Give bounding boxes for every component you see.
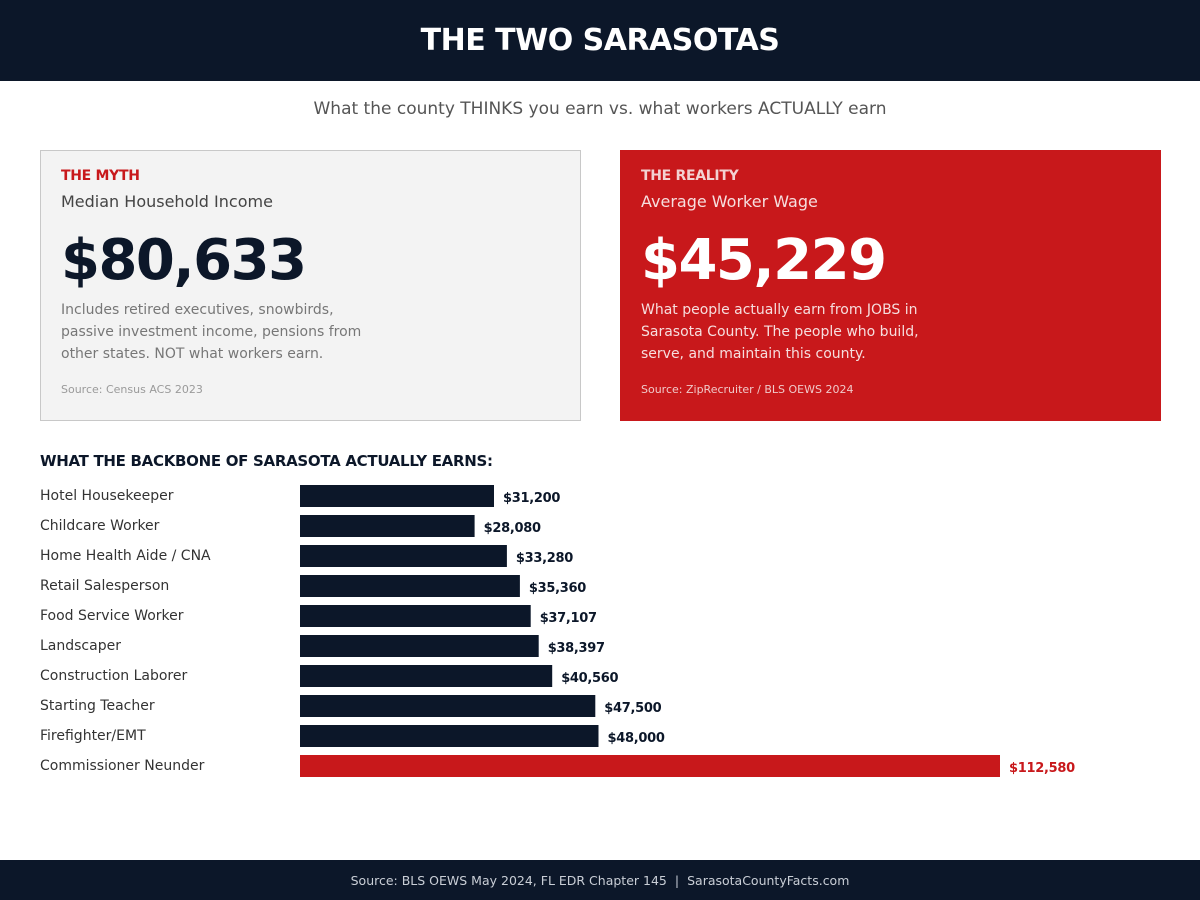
reality-tag: THE REALITY xyxy=(641,168,739,184)
bar xyxy=(300,545,507,567)
bar xyxy=(300,695,596,717)
category-label: Hotel Housekeeper xyxy=(40,488,174,504)
bar xyxy=(300,665,553,687)
reality-metric-label: Average Worker Wage xyxy=(641,192,818,211)
myth-description: Includes retired executives, snowbirds, … xyxy=(61,302,362,362)
reality-value: $45,229 xyxy=(641,228,887,293)
page-subtitle: What the county THINKS you earn vs. what… xyxy=(313,99,887,119)
chart-title: WHAT THE BACKBONE OF SARASOTA ACTUALLY E… xyxy=(40,452,493,470)
page-title: THE TWO SARASOTAS xyxy=(420,23,780,58)
category-label: Food Service Worker xyxy=(40,608,184,624)
bar xyxy=(300,635,539,657)
myth-metric-label: Median Household Income xyxy=(61,192,273,211)
category-label: Retail Salesperson xyxy=(40,578,169,594)
category-label: Firefighter/EMT xyxy=(40,728,146,744)
category-label: Starting Teacher xyxy=(40,698,155,714)
value-label: $47,500 xyxy=(604,701,661,716)
footer-site-link[interactable]: SarasotaCountyFacts.com xyxy=(687,872,850,888)
myth-tag: THE MYTH xyxy=(61,168,140,184)
value-label: $28,080 xyxy=(484,521,541,536)
reality-description: What people actually earn from JOBS in S… xyxy=(641,302,919,362)
category-label: Commissioner Neunder xyxy=(40,758,205,774)
myth-card: THE MYTH Median Household Income $80,633… xyxy=(40,150,581,421)
footer-bar: Source: BLS OEWS May 2024, FL EDR Chapte… xyxy=(0,860,1200,900)
value-label: $33,280 xyxy=(516,551,573,566)
value-label: $40,560 xyxy=(561,671,618,686)
header-banner: THE TWO SARASOTAS xyxy=(0,0,1200,81)
reality-source: Source: ZipRecruiter / BLS OEWS 2024 xyxy=(641,383,854,396)
footer-separator: | xyxy=(674,872,680,888)
bar xyxy=(300,755,1000,777)
bar xyxy=(300,485,494,507)
bar xyxy=(300,725,599,747)
bar xyxy=(300,605,531,627)
category-label: Childcare Worker xyxy=(40,518,160,534)
reality-card: THE REALITY Average Worker Wage $45,229 … xyxy=(620,150,1161,421)
category-label: Construction Laborer xyxy=(40,668,187,684)
bar xyxy=(300,575,520,597)
value-label: $38,397 xyxy=(548,641,605,656)
value-label: $31,200 xyxy=(503,491,560,506)
bar xyxy=(300,515,475,537)
category-label: Home Health Aide / CNA xyxy=(40,548,211,564)
category-label: Landscaper xyxy=(40,638,121,654)
value-label: $48,000 xyxy=(608,731,665,746)
value-label: $112,580 xyxy=(1009,761,1075,776)
wage-bar-chart: Hotel Housekeeper $31,200 Childcare Worker… xyxy=(40,485,1075,777)
footer-source: Source: BLS OEWS May 2024, FL EDR Chapte… xyxy=(350,872,667,888)
myth-source: Source: Census ACS 2023 xyxy=(61,383,203,396)
myth-value: $80,633 xyxy=(61,228,307,293)
value-label: $35,360 xyxy=(529,581,586,596)
value-label: $37,107 xyxy=(540,611,597,626)
